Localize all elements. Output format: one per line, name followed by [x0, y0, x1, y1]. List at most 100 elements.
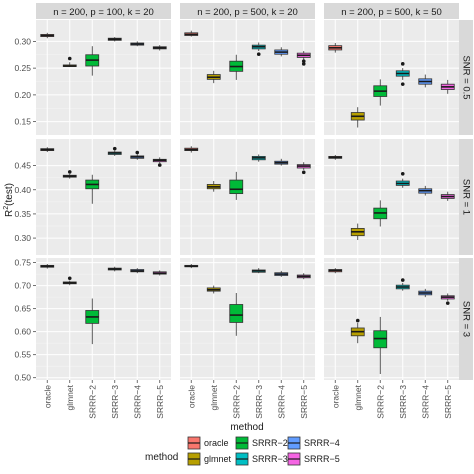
box-r2-c1-SRRR−5	[152, 157, 167, 167]
y-tick-label: 0.30	[14, 36, 31, 46]
outlier-point	[400, 172, 405, 176]
legend-key-oracle: oracle	[187, 436, 229, 450]
box-r1-c3-SRRR−4	[418, 74, 433, 88]
outlier-point	[256, 52, 261, 57]
panel-bg-r1-c1	[36, 20, 171, 135]
y-tick-label: 0.40	[14, 185, 31, 195]
legend-label: SRRR−3	[252, 454, 288, 464]
box-r1-c1-glmnet	[62, 56, 77, 68]
box-r3-c2-oracle	[184, 263, 199, 269]
facet-strip-row-3	[459, 258, 473, 380]
panel-bg-r3-c1	[36, 258, 171, 380]
box-r2-c1-glmnet	[62, 170, 77, 179]
box-r1-c3-oracle	[328, 43, 343, 53]
x-tick-label: glmnet	[65, 384, 75, 410]
legend-label: SRRR−4	[304, 438, 340, 448]
outlier-point	[157, 163, 162, 167]
box-r2-c1-SRRR−4	[130, 150, 145, 160]
legend-key-SRRR−3: SRRR−3	[235, 452, 288, 466]
box-body	[229, 179, 244, 195]
facet-label-row-3: SNR = 3	[461, 301, 472, 337]
facet-label-col-3: n = 200, p = 500, k = 50	[341, 7, 442, 18]
box-r2-c2-oracle	[184, 146, 199, 153]
x-axis-title: method	[230, 422, 263, 433]
x-tick-label: SRRR−5	[443, 385, 453, 419]
x-tick-label: glmnet	[209, 384, 219, 410]
box-r3-c1-oracle	[40, 263, 55, 269]
box-r1-c1-SRRR−2	[85, 46, 100, 76]
outlier-point	[67, 170, 72, 174]
box-r3-c1-SRRR−4	[130, 268, 145, 274]
x-tick-label: SRRR−2	[231, 385, 241, 419]
box-r3-c2-SRRR−2	[229, 292, 244, 336]
legend-title: method	[145, 452, 178, 463]
box-r1-c1-SRRR−5	[152, 45, 167, 51]
y-tick-label: 0.20	[14, 90, 31, 100]
y-tick-label: 0.60	[14, 327, 31, 337]
box-r3-c3-SRRR−5	[440, 293, 455, 305]
x-tick-label: SRRR−4	[276, 385, 286, 419]
panel-bg-r3-c3	[324, 258, 459, 380]
box-r1-c1-SRRR−4	[130, 41, 145, 47]
legend-label: SRRR−2	[252, 438, 288, 448]
box-r2-c3-glmnet	[350, 223, 365, 241]
facet-label-row-1: SNR = 0.5	[461, 55, 472, 99]
facet-strip-col-3	[324, 3, 459, 19]
y-tick-label: 0.15	[14, 117, 31, 127]
x-tick-label: SRRR−5	[299, 385, 309, 419]
y-tick-label: 0.30	[14, 233, 31, 243]
y-tick-label: 0.35	[14, 209, 31, 219]
box-r1-c2-SRRR−4	[274, 47, 289, 57]
box-r3-c3-SRRR−3	[395, 278, 410, 291]
box-r1-c1-SRRR−3	[107, 37, 122, 42]
box-r3-c2-SRRR−4	[274, 270, 289, 277]
box-r3-c2-glmnet	[206, 285, 221, 294]
box-r3-c1-SRRR−2	[85, 298, 100, 345]
box-r1-c2-SRRR−2	[229, 54, 244, 80]
facet-label-row-2: SNR = 1	[461, 179, 472, 215]
y-tick-label: 0.45	[14, 161, 31, 171]
box-r2-c1-SRRR−3	[107, 146, 122, 156]
outlier-point	[355, 318, 360, 323]
legend-key-SRRR−2: SRRR−2	[235, 436, 288, 450]
panel-bg-r1-c3	[324, 20, 459, 135]
box-r1-c2-SRRR−3	[251, 42, 266, 57]
box-r3-c3-glmnet	[350, 318, 365, 344]
box-r2-c1-oracle	[40, 147, 55, 153]
box-r1-c2-SRRR−5	[296, 51, 311, 66]
facet-strip-col-1	[36, 3, 171, 19]
facet-strip-col-2	[180, 3, 315, 19]
x-tick-label: oracle	[186, 385, 196, 408]
box-r1-c3-SRRR−5	[440, 79, 455, 94]
facet-label-col-1: n = 200, p = 100, k = 20	[53, 7, 154, 18]
x-tick-label: SRRR−4	[132, 385, 142, 419]
box-r2-c2-SRRR−4	[274, 158, 289, 166]
box-r3-c2-SRRR−3	[251, 268, 266, 274]
x-tick-label: SRRR−3	[110, 385, 120, 419]
box-r1-c2-glmnet	[206, 70, 221, 84]
outlier-point	[301, 170, 306, 175]
outlier-point	[135, 150, 140, 155]
box-r1-c3-SRRR−3	[395, 62, 410, 86]
outlier-point	[67, 276, 72, 281]
outlier-point	[301, 59, 306, 63]
outlier-point	[112, 146, 117, 151]
facet-strip-row-1	[459, 20, 473, 135]
y-tick-label: 0.75	[14, 258, 31, 268]
x-tick-label: SRRR−5	[155, 385, 165, 419]
box-r2-c3-SRRR−2	[373, 200, 388, 227]
box-r2-c3-SRRR−4	[418, 185, 433, 196]
box-r3-c3-SRRR−2	[373, 316, 388, 375]
y-tick-label: 0.65	[14, 304, 31, 314]
legend-label: SRRR−5	[304, 454, 340, 464]
legend-key-SRRR−4: SRRR−4	[287, 436, 340, 450]
box-r2-c2-glmnet	[206, 181, 221, 192]
panel-bg-r1-c2	[180, 20, 315, 135]
outlier-point	[445, 301, 450, 305]
box-r1-c3-glmnet	[350, 107, 365, 128]
panel-bg-r3-c2	[180, 258, 315, 380]
outlier-point	[400, 62, 405, 66]
box-r2-c1-SRRR−2	[85, 174, 100, 204]
